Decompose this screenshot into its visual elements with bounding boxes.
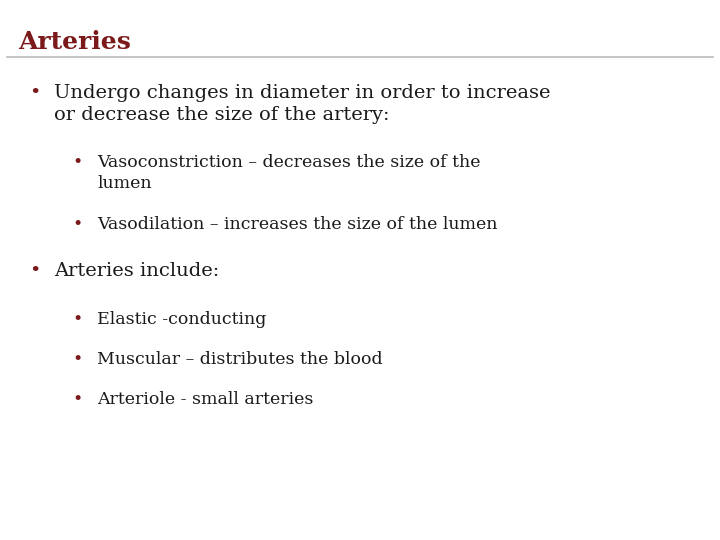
Text: Arteries: Arteries: [18, 30, 131, 53]
Text: •: •: [72, 216, 82, 233]
Text: •: •: [29, 84, 40, 102]
Text: Arteriole - small arteries: Arteriole - small arteries: [97, 392, 314, 408]
Text: Vasoconstriction – decreases the size of the
lumen: Vasoconstriction – decreases the size of…: [97, 154, 481, 192]
Text: •: •: [72, 310, 82, 327]
Text: Vasodilation – increases the size of the lumen: Vasodilation – increases the size of the…: [97, 216, 498, 233]
Text: Muscular – distributes the blood: Muscular – distributes the blood: [97, 351, 383, 368]
Text: Elastic -conducting: Elastic -conducting: [97, 310, 266, 327]
Text: •: •: [72, 351, 82, 368]
Text: •: •: [29, 262, 40, 280]
Text: Undergo changes in diameter in order to increase
or decrease the size of the art: Undergo changes in diameter in order to …: [54, 84, 551, 124]
Text: Arteries include:: Arteries include:: [54, 262, 220, 280]
Text: •: •: [72, 154, 82, 171]
Text: •: •: [72, 392, 82, 408]
